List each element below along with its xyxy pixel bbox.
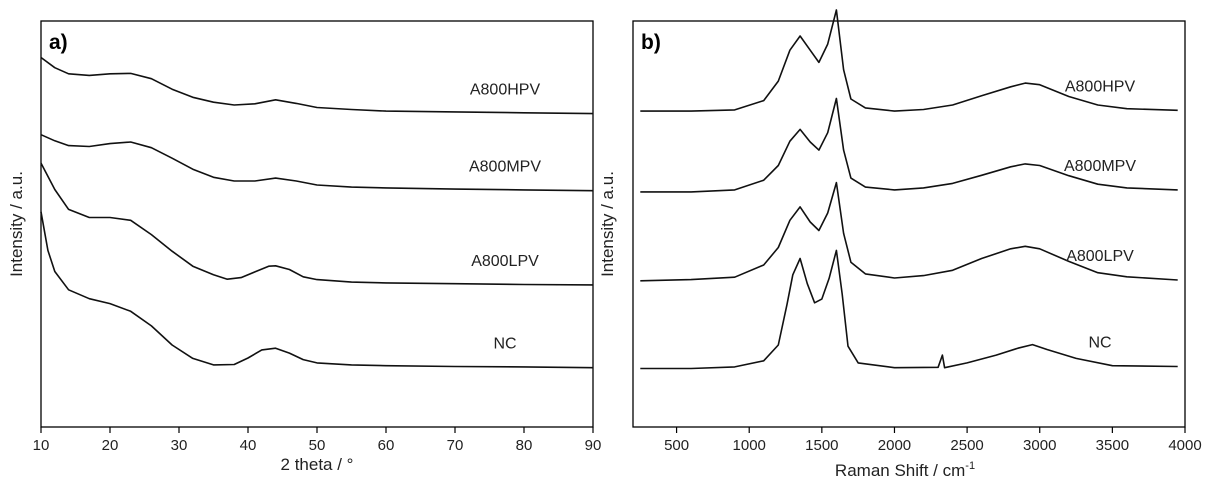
panel-b-label: b) [641,31,661,54]
panel-b-series-line-a800lpv [640,181,1178,282]
panel-a-x-tick-label-6: 70 [447,437,464,454]
panel-a-series-label-a800hpv: A800HPV [470,82,541,99]
panel-b-y-axis-title: Intensity / a.u. [598,171,617,277]
panel-a-x-tick-label-2: 30 [171,437,188,454]
panel-b-series-label-nc: NC [1088,335,1111,352]
panel-a: a) 10 20 30 40 50 60 70 80 90 A800HPVA800MPVA800… [7,20,602,474]
panel-a-x-tick-label-5: 60 [378,437,395,454]
panel-a-series-label-a800mpv: A800MPV [469,159,541,176]
panel-b-plot-frame [632,20,1186,428]
panel-a-series-labels: A800HPV A800MPV A800LPV NC [469,82,541,353]
panel-b-x-tick-label-6: 3500 [1096,437,1129,454]
panel-a-x-tick-label-4: 50 [309,437,326,454]
panel-a-series-label-a800lpv: A800LPV [471,253,539,270]
panel-b: b) 500 1000 1500 2000 2500 3000 3500 4000 A800H… [598,9,1202,480]
panel-a-series-line-a800mpv [40,133,594,192]
panel-a-label: a) [49,31,68,54]
panel-a-x-ticks [40,427,594,433]
panel-b-x-axis-title-superscript: -1 [965,460,975,472]
panel-a-x-tick-label-0: 10 [33,437,50,454]
panel-b-x-tick-label-7: 4000 [1168,437,1201,454]
panel-a-series-label-nc: NC [493,336,516,353]
panel-a-x-tick-label-1: 20 [102,437,119,454]
panel-b-series-line-a800hpv [640,9,1178,112]
panel-b-x-ticks [675,427,1186,433]
panel-b-series-labels: A800HPV A800MPV A800LPV NC [1064,78,1136,351]
panel-b-x-tick-label-5: 3000 [1023,437,1056,454]
panel-b-series-label-a800lpv: A800LPV [1066,248,1134,265]
panel-a-series-line-nc [40,211,594,369]
panel-b-x-tick-label-4: 2500 [950,437,983,454]
panel-b-series-line-a800mpv [640,97,1178,193]
panel-b-series-line-nc [640,249,1178,370]
panel-a-y-axis-title: Intensity / a.u. [7,171,26,277]
panel-a-x-tick-label-7: 80 [516,437,533,454]
panel-b-series-label-a800mpv: A800MPV [1064,158,1136,175]
panel-b-x-tick-label-1: 1000 [733,437,766,454]
panel-b-x-tick-label-3: 2000 [878,437,911,454]
panel-a-series [40,56,594,369]
panel-b-series-label-a800hpv: A800HPV [1065,78,1136,95]
panel-b-x-tick-label-0: 500 [664,437,689,454]
panel-a-x-tick-labels: 10 20 30 40 50 60 70 80 90 [33,437,602,454]
panel-a-series-line-a800hpv [40,56,594,115]
panel-a-x-axis-title: 2 theta / ° [281,455,354,474]
panel-a-x-tick-label-8: 90 [585,437,602,454]
panel-a-x-tick-label-3: 40 [240,437,257,454]
panel-b-series [640,9,1178,370]
panel-b-x-axis-title-text: Raman Shift / cm [835,461,965,480]
panel-b-x-tick-label-2: 1500 [805,437,838,454]
panel-b-x-axis-title: Raman Shift / cm-1 [835,460,975,480]
panel-b-x-tick-labels: 500 1000 1500 2000 2500 3000 3500 4000 [664,437,1202,454]
panel-a-series-line-a800lpv [40,162,594,286]
